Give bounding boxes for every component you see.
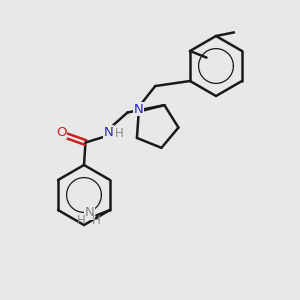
Text: H: H [115,127,124,140]
Text: H: H [92,214,100,227]
Text: N: N [133,103,143,116]
Text: N: N [104,126,113,139]
Text: O: O [56,126,67,139]
Text: N: N [85,206,95,219]
Text: H: H [77,214,86,227]
